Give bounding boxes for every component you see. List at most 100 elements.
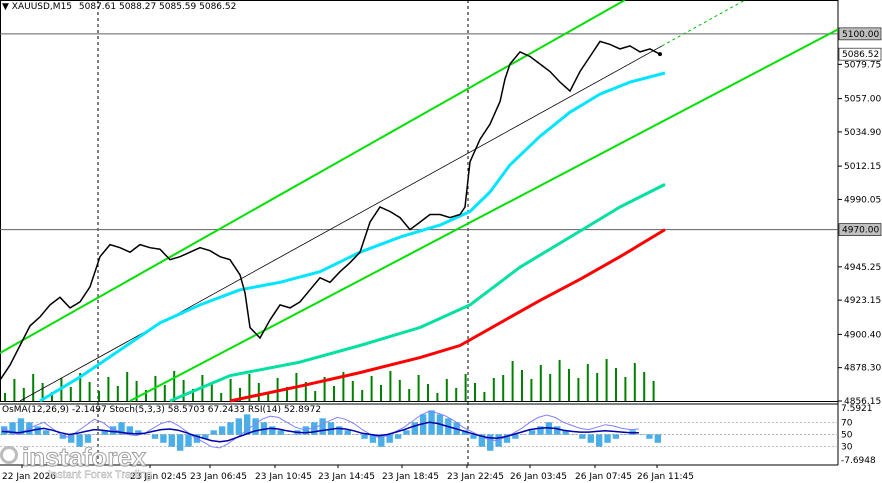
osma-bar xyxy=(562,430,569,435)
volume-bar xyxy=(427,384,429,401)
price-pane-frame xyxy=(0,0,839,402)
price-tick-label: 4900.40 xyxy=(844,330,881,340)
volume-bar xyxy=(163,385,166,401)
osma-bar xyxy=(218,426,226,435)
price-tick-label: 5012.15 xyxy=(844,162,881,172)
volume-bar xyxy=(370,376,373,401)
osma-bar xyxy=(495,434,502,447)
osma-bar xyxy=(478,434,486,447)
volume-bar xyxy=(220,393,223,401)
osma-bar xyxy=(151,434,159,439)
osma-bar xyxy=(520,434,527,435)
time-label: 26 Jan 11:45 xyxy=(637,472,694,482)
volume-bar xyxy=(32,374,35,401)
volume-bar xyxy=(521,370,523,401)
volume-bar xyxy=(539,365,542,401)
osma-bar xyxy=(109,426,117,435)
volume-bar xyxy=(88,382,91,401)
osma-bar xyxy=(51,434,58,435)
volume-bar xyxy=(389,371,392,401)
volume-bar xyxy=(173,371,176,401)
watermark-brand: instaforex xyxy=(21,442,147,473)
osma-bar xyxy=(570,434,578,435)
volume-bar xyxy=(643,372,646,401)
osma-bar xyxy=(646,434,653,439)
volume-bar xyxy=(182,380,185,401)
volume-bar xyxy=(13,379,16,401)
chart-header: ▼ XAUUSD,M15 5087.61 5088.27 5085.59 508… xyxy=(2,2,236,12)
osma-bar xyxy=(202,434,209,439)
volume-bar xyxy=(455,388,458,401)
price-line xyxy=(0,40,661,381)
indicator-axis-label: -7.6948 xyxy=(841,456,876,466)
osma-bar xyxy=(42,430,50,435)
osma-bar xyxy=(344,430,351,435)
volume-bar xyxy=(210,384,213,401)
volume-bar xyxy=(342,372,345,401)
volume-bar xyxy=(633,363,636,401)
volume-bar xyxy=(69,387,72,401)
price-tick-label: 4878.30 xyxy=(844,364,881,374)
moving-average-0 xyxy=(39,71,666,403)
time-label: 23 Jan 02:45 xyxy=(130,472,187,482)
volume-bar xyxy=(192,389,194,401)
osma-bar xyxy=(361,434,368,439)
osma-bar xyxy=(76,434,83,447)
volume-bar xyxy=(549,374,552,401)
osma-bar xyxy=(118,422,125,435)
level-label-box xyxy=(838,27,882,41)
volume-bar xyxy=(605,359,608,401)
osma-bar xyxy=(512,434,519,439)
time-label: 22 Jan 2026 xyxy=(2,472,56,482)
volume-bar xyxy=(257,383,260,401)
header-ohlc: 5087.61 5088.27 5085.59 5086.52 xyxy=(78,2,237,12)
channel-extension xyxy=(661,0,746,47)
indicator-axis-label: 7.5921 xyxy=(841,404,873,414)
header-arrow: ▼ xyxy=(2,2,9,12)
level-label: 5100.00 xyxy=(842,30,879,40)
volume-bar xyxy=(511,361,514,401)
osma-bar xyxy=(411,422,418,435)
osma-bar xyxy=(227,422,234,435)
level-label-box xyxy=(838,223,882,236)
osma-bar xyxy=(59,434,67,439)
volume-bar xyxy=(586,364,589,401)
osma-bar xyxy=(277,430,284,435)
volume-bar xyxy=(145,390,147,401)
osma-bar xyxy=(528,430,536,435)
time-label: 23 Jan 06:45 xyxy=(190,472,247,482)
volume-bar xyxy=(568,369,570,401)
volume-bar xyxy=(286,387,288,401)
channel-line-1 xyxy=(129,28,839,402)
volume-bar xyxy=(398,380,401,401)
time-label: 23 Jan 22:45 xyxy=(447,472,504,482)
volume-bar xyxy=(474,383,476,401)
moving-average-2 xyxy=(229,228,666,403)
osma-bar xyxy=(135,430,142,435)
osma-bar xyxy=(9,422,16,435)
osma-bar xyxy=(461,430,469,435)
volume-bar xyxy=(248,374,251,401)
osma-bar xyxy=(17,418,25,435)
volume-bar xyxy=(51,392,53,401)
header-symbol: XAUUSD,M15 xyxy=(11,2,73,12)
osma-bar xyxy=(595,434,603,447)
osma-bar xyxy=(185,434,192,447)
volume-bar xyxy=(79,373,82,401)
volume-bar xyxy=(323,377,326,401)
volume-bar xyxy=(558,360,561,401)
volume-bar xyxy=(652,381,655,401)
volume-bar xyxy=(229,379,232,401)
price-tick-label: 4945.25 xyxy=(844,263,881,273)
volume-bar xyxy=(135,381,138,401)
osma-bar xyxy=(612,434,620,439)
osma-bar xyxy=(168,434,175,447)
volume-bar xyxy=(361,390,364,401)
osma-bar xyxy=(176,434,184,451)
osma-bar xyxy=(487,434,494,451)
channel-line-2 xyxy=(19,45,663,402)
osma-bar xyxy=(403,430,410,435)
osma-bar xyxy=(554,426,561,435)
price-tick-label: 4856.15 xyxy=(844,397,881,407)
